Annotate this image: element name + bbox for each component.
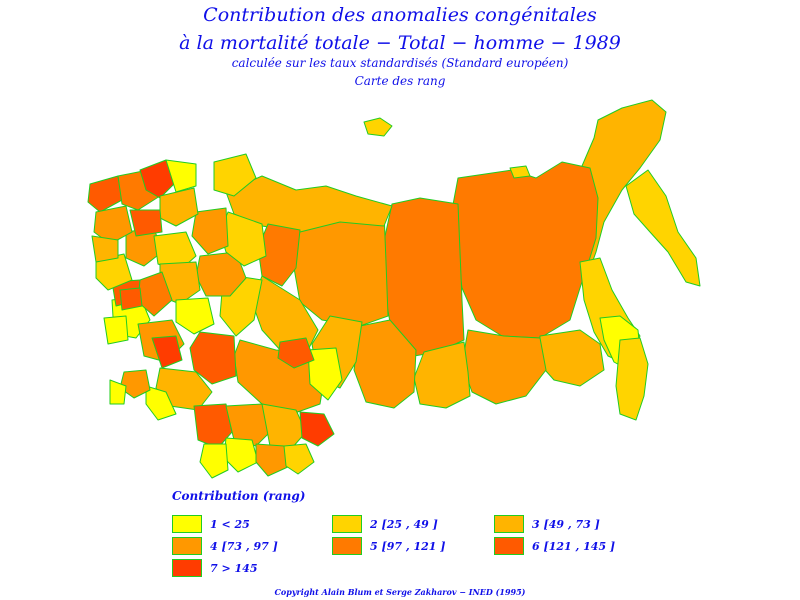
- map-region: [109, 379, 127, 405]
- legend-swatch: [172, 559, 202, 577]
- map-region: [93, 205, 133, 245]
- map-region: [151, 335, 183, 369]
- map-title-line-1: Contribution des anomalies congénitales: [203, 4, 597, 26]
- map-region: [129, 209, 163, 237]
- map-region: [95, 253, 133, 291]
- map-region: [87, 175, 123, 213]
- legend-label: 6 [121 , 145 ]: [532, 539, 616, 553]
- map-region: [299, 411, 335, 447]
- map-region: [119, 287, 143, 311]
- map-region: [175, 297, 215, 335]
- legend-item: 5 [97 , 121 ]: [332, 536, 445, 556]
- map-region: [283, 443, 315, 475]
- map-region: [615, 337, 649, 421]
- map-region: [213, 153, 257, 197]
- map-region: [255, 443, 291, 477]
- map-region: [307, 347, 343, 401]
- legend-label: 7 > 145: [210, 561, 258, 575]
- copyright-notice: Copyright Alain Blum et Serge Zakharov −…: [274, 587, 526, 597]
- legend-swatch: [332, 515, 362, 533]
- map-region: [165, 159, 197, 193]
- map-region: [353, 319, 417, 409]
- legend-item: 1 < 25: [172, 514, 250, 534]
- legend-item: 7 > 145: [172, 558, 258, 578]
- legend-swatch: [172, 515, 202, 533]
- legend-title: Contribution (rang): [172, 489, 306, 503]
- map-region: [145, 385, 177, 421]
- map-region: [363, 117, 393, 137]
- legend-label: 2 [25 , 49 ]: [370, 517, 438, 531]
- map-region: [261, 403, 307, 449]
- map-subtitle: calculée sur les taux standardisés (Stan…: [231, 56, 569, 70]
- map-region: [537, 329, 605, 387]
- legend-label: 4 [73 , 97 ]: [210, 539, 278, 553]
- legend-swatch: [172, 537, 202, 555]
- legend-item: 4 [73 , 97 ]: [172, 536, 278, 556]
- legend-item: 6 [121 , 145 ]: [494, 536, 615, 556]
- map-region: [625, 169, 701, 287]
- map-region: [193, 403, 233, 449]
- map-region: [103, 315, 129, 345]
- map-region: [91, 235, 119, 263]
- map-region: [509, 165, 531, 179]
- legend-item: 2 [25 , 49 ]: [332, 514, 438, 534]
- map-region: [277, 337, 315, 369]
- legend-swatch: [494, 537, 524, 555]
- map-region: [225, 403, 273, 447]
- map-region: [191, 207, 229, 255]
- legend-label: 5 [97 , 121 ]: [370, 539, 446, 553]
- legend-swatch: [494, 515, 524, 533]
- map-region: [159, 187, 199, 227]
- map-region: [139, 159, 177, 199]
- map-region: [199, 443, 229, 479]
- map-region: [451, 161, 599, 339]
- legend-item: 3 [49 , 73 ]: [494, 514, 600, 534]
- map-region: [413, 341, 471, 409]
- legend-label: 1 < 25: [210, 517, 250, 531]
- map-region: [189, 331, 237, 385]
- map-type-label: Carte des rang: [354, 74, 446, 88]
- map-region: [461, 329, 547, 405]
- legend-label: 3 [49 , 73 ]: [532, 517, 600, 531]
- map-region: [223, 437, 259, 473]
- map-title-line-2: à la mortalité totale − Total − homme − …: [179, 32, 621, 54]
- legend-swatch: [332, 537, 362, 555]
